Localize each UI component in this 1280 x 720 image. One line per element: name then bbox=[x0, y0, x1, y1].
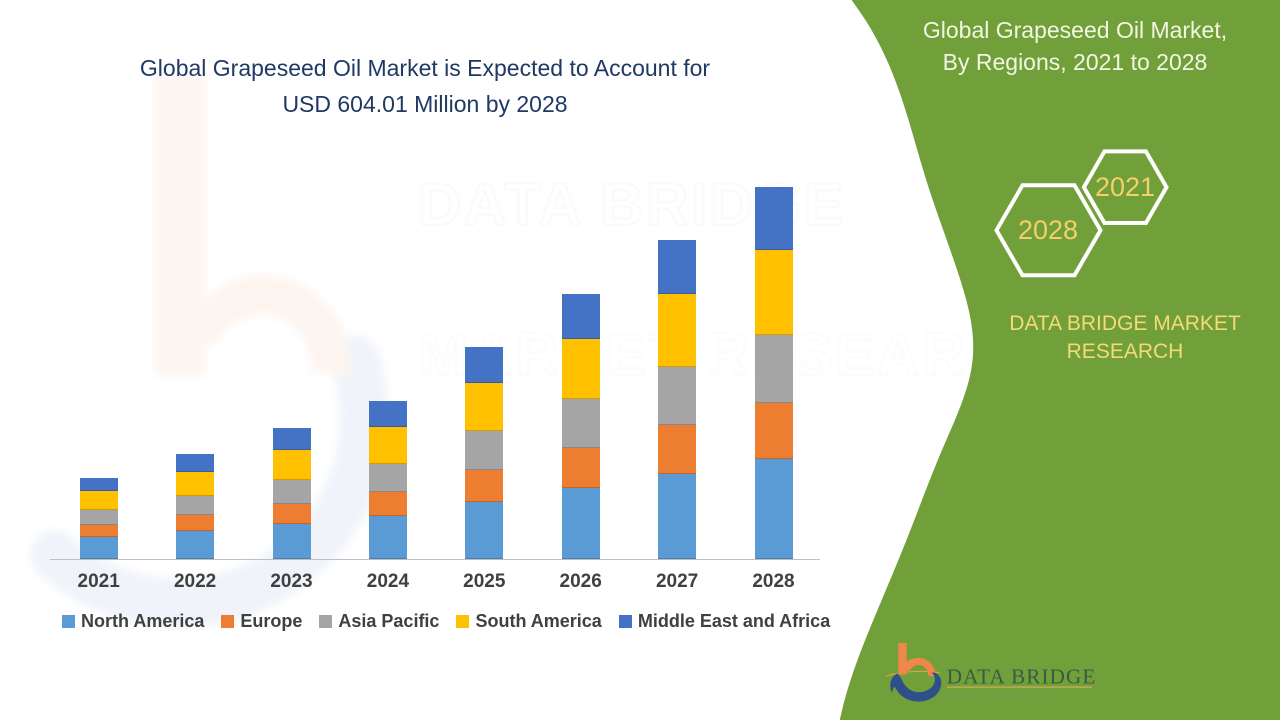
svg-text:MARKET RESEARCH: MARKET RESEARCH bbox=[947, 692, 1047, 699]
svg-text:DATA BRIDGE: DATA BRIDGE bbox=[947, 664, 1097, 688]
